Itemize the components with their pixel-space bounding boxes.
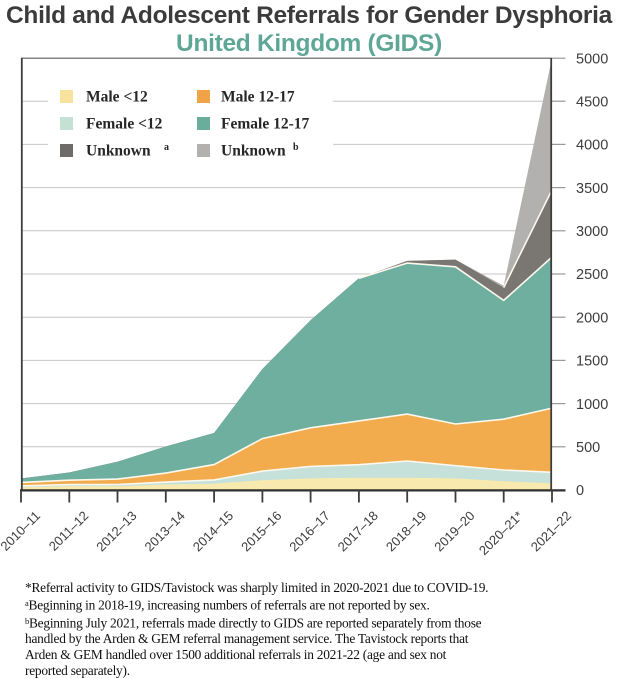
svg-text:Male <12: Male <12 — [86, 89, 148, 106]
svg-text:4500: 4500 — [576, 94, 608, 110]
svg-text:a: a — [164, 142, 169, 153]
svg-text:Female <12: Female <12 — [86, 116, 163, 133]
svg-text:1000: 1000 — [576, 397, 608, 413]
svg-text:2017–18: 2017–18 — [335, 508, 381, 554]
svg-text:Unknown: Unknown — [221, 143, 286, 160]
svg-text:0: 0 — [576, 483, 584, 499]
svg-text:2012–13: 2012–13 — [93, 508, 139, 554]
svg-text:2015–16: 2015–16 — [238, 508, 284, 554]
svg-text:2010–11: 2010–11 — [0, 508, 43, 554]
svg-text:5000: 5000 — [576, 51, 608, 67]
svg-text:2019–20: 2019–20 — [431, 508, 477, 554]
svg-text:2013–14: 2013–14 — [142, 508, 188, 554]
svg-text:b: b — [293, 142, 299, 153]
svg-text:3000: 3000 — [576, 224, 608, 240]
svg-text:2000: 2000 — [576, 310, 608, 326]
svg-text:Female 12-17: Female 12-17 — [221, 116, 309, 133]
svg-text:2020–21*: 2020–21* — [476, 508, 526, 558]
svg-text:2014–15: 2014–15 — [190, 508, 236, 554]
svg-text:2500: 2500 — [576, 267, 608, 283]
svg-text:2011–12: 2011–12 — [46, 508, 92, 554]
svg-text:500: 500 — [576, 440, 600, 456]
svg-text:2021–22: 2021–22 — [528, 508, 574, 554]
svg-text:3500: 3500 — [576, 181, 608, 197]
svg-text:Unknown: Unknown — [86, 143, 151, 160]
svg-text:Male 12-17: Male 12-17 — [221, 89, 295, 106]
svg-text:1500: 1500 — [576, 354, 608, 370]
svg-text:2018–19: 2018–19 — [383, 508, 429, 554]
svg-text:4000: 4000 — [576, 138, 608, 154]
svg-text:2016–17: 2016–17 — [286, 508, 332, 554]
